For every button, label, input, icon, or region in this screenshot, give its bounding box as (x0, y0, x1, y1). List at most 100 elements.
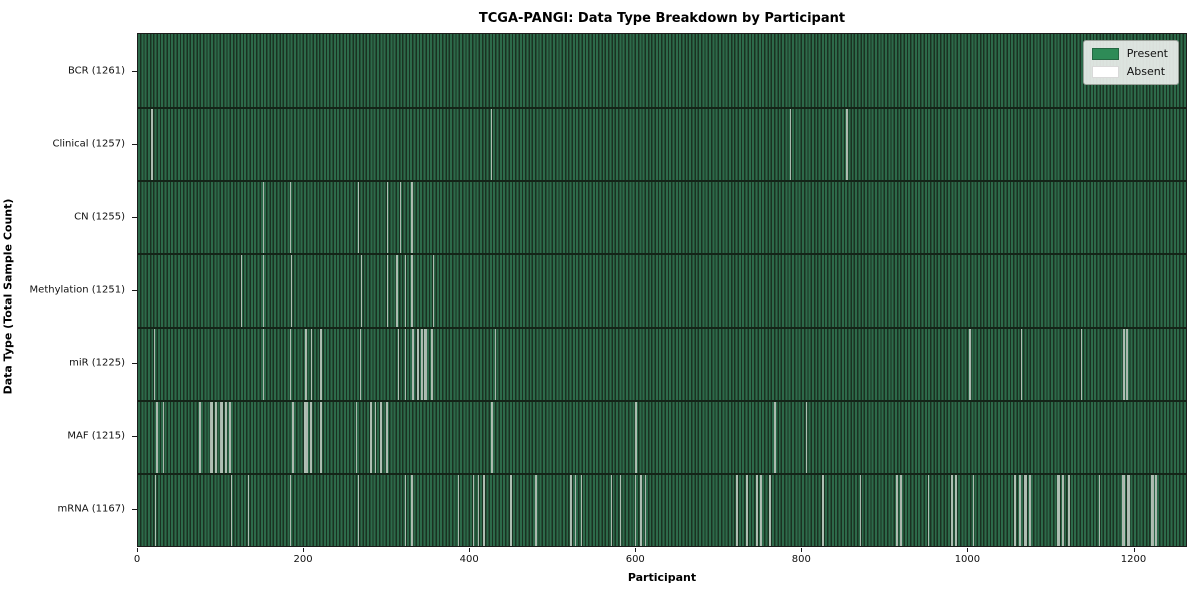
absent-mark-maf (304, 401, 309, 473)
absent-mark-mrna (896, 474, 898, 546)
absent-mark-maf (635, 401, 637, 473)
absent-mark-mir (310, 328, 313, 400)
x-tick-mark (469, 548, 471, 552)
absent-mark-mir (289, 328, 292, 400)
y-tick-mark (132, 143, 137, 145)
y-tick-mark (132, 70, 137, 72)
absent-mark-methylation (360, 255, 362, 327)
legend-label-absent: Absent (1126, 65, 1166, 78)
absent-mark-methylation (411, 255, 413, 327)
row-band-clinical (138, 107, 1186, 181)
absent-mark-maf (162, 401, 165, 473)
row-band-mir (138, 326, 1186, 400)
absent-mark-mir (1080, 328, 1083, 400)
absent-mark-mir (424, 328, 427, 400)
y-tick-mark (132, 290, 137, 291)
absent-mark-maf (379, 401, 383, 473)
absent-mark-methylation (240, 255, 243, 327)
x-tick-mark (303, 548, 305, 552)
absent-mark-clinical (846, 109, 848, 181)
absent-mark-mir (495, 328, 497, 400)
absent-mark-mir (319, 328, 322, 400)
absent-mark-methylation (432, 255, 435, 327)
absent-mark-mrna (1098, 474, 1101, 546)
absent-mark-mrna (534, 474, 537, 546)
y-tick-label-cn: CN (1255) (74, 211, 125, 223)
absent-mark-maf (199, 401, 201, 473)
absent-mark-mrna (759, 474, 762, 546)
absent-mark-mir (153, 328, 156, 400)
y-tick-mark (132, 509, 137, 511)
y-tick-label-mir: miR (1225) (69, 357, 125, 369)
absent-mark-mrna (154, 474, 156, 546)
absent-mark-mir (417, 328, 419, 400)
absent-mark-mrna (769, 474, 771, 546)
absent-mark-clinical (151, 109, 153, 181)
absent-mark-maf (386, 401, 388, 473)
legend: Present Absent (1082, 40, 1179, 85)
absent-mark-clinical (490, 109, 493, 181)
absent-mark-mrna (1014, 474, 1016, 546)
absent-mark-mrna (574, 474, 577, 546)
legend-item-absent: Absent (1091, 65, 1168, 78)
absent-mark-mir (1126, 328, 1128, 400)
x-axis-tick-labels: 0 200 400 600 800 1000 1200 (134, 548, 1187, 570)
x-tick-label-1000: 1000 (954, 554, 981, 565)
absent-mark-mrna (745, 474, 748, 546)
absent-mark-maf (805, 401, 808, 473)
absent-mark-mrna (644, 474, 647, 546)
x-tick-mark (967, 548, 969, 552)
absent-mark-cn (262, 182, 264, 254)
plot-area: Present Absent (137, 33, 1187, 547)
absent-mark-mrna (510, 474, 512, 546)
absent-mark-mrna (1024, 474, 1027, 546)
x-axis-label: Participant (627, 571, 697, 584)
absent-mark-mrna (411, 474, 413, 546)
absent-mark-mir (969, 328, 971, 400)
absent-mark-mir (304, 328, 308, 400)
y-tick-label-maf: MAF (1215) (67, 430, 125, 442)
absent-mark-mrna (735, 474, 738, 546)
y-tick-mark (132, 216, 137, 218)
absent-mark-maf (374, 401, 377, 473)
absent-mark-methylation (262, 255, 264, 327)
absent-mark-clinical (789, 109, 792, 181)
absent-mark-cn (411, 182, 413, 254)
absent-mark-mir (1122, 328, 1125, 400)
present-swatch-icon (1091, 47, 1119, 60)
absent-mark-methylation (404, 255, 407, 327)
absent-mark-maf (319, 401, 323, 473)
legend-item-present: Present (1091, 47, 1168, 60)
row-band-methylation (138, 253, 1186, 327)
y-tick-mark (132, 363, 137, 365)
row-band-mrna (138, 472, 1186, 546)
y-tick-label-methylation: Methylation (1251) (29, 284, 125, 296)
absent-mark-mrna (1151, 474, 1154, 546)
absent-mark-mrna (1068, 474, 1070, 546)
absent-mark-maf (229, 401, 231, 473)
absent-mark-mrna (580, 474, 583, 546)
absent-mark-mrna (640, 474, 643, 546)
absent-mark-mrna (289, 474, 292, 546)
absent-mark-mrna (955, 474, 957, 546)
absent-mark-mrna (457, 474, 460, 546)
absent-mark-mrna (477, 474, 480, 546)
absent-mark-mir (421, 328, 423, 400)
x-tick-label-800: 800 (791, 554, 811, 565)
row-band-bcr (138, 34, 1186, 108)
x-tick-label-1200: 1200 (1120, 554, 1147, 565)
absent-mark-mrna (634, 474, 637, 546)
chart-title: TCGA-PANGI: Data Type Breakdown by Parti… (478, 11, 846, 26)
y-axis-tick-labels: BCR (1261) Clinical (1257) CN (1255) Methyl… (0, 33, 137, 547)
absent-mark-maf (156, 401, 158, 473)
row-band-maf (138, 399, 1186, 473)
absent-mark-mrna (1029, 474, 1031, 546)
absent-mark-mrna (822, 474, 824, 546)
x-tick-mark (801, 548, 803, 552)
absent-mark-mrna (927, 474, 930, 546)
absent-mark-mrna (619, 474, 622, 546)
absent-mark-mrna (1019, 474, 1021, 546)
y-tick-mark (132, 436, 137, 438)
absent-mark-mrna (900, 474, 902, 546)
absent-mark-maf (355, 401, 358, 473)
